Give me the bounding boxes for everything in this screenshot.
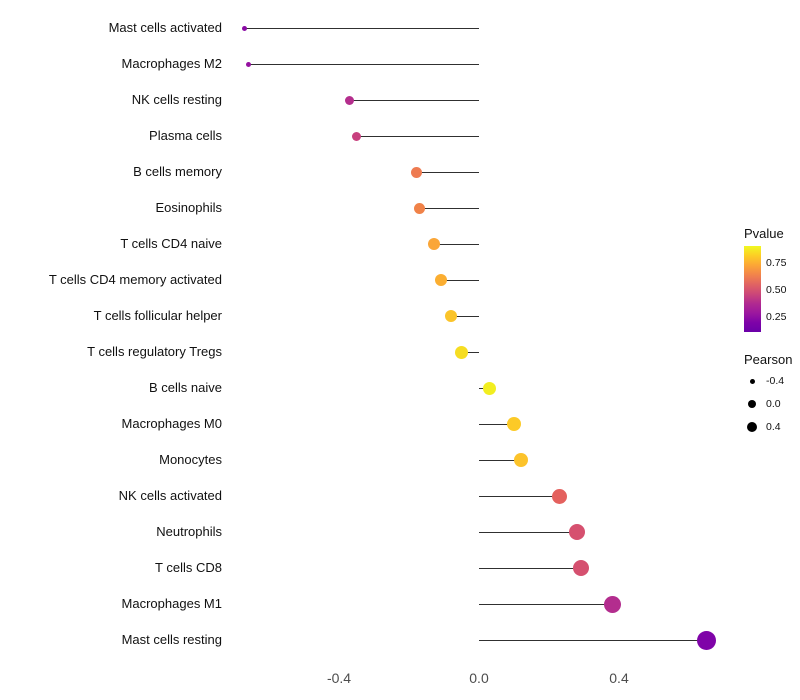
lollipop-dot [414, 202, 425, 214]
lollipop-dot [410, 166, 422, 178]
lollipop-stem [433, 244, 479, 245]
lollipop-stem [244, 28, 479, 29]
lollipop-stem [356, 136, 479, 137]
pvalue-gradient-bar [744, 246, 761, 332]
category-label: Mast cells activated [108, 20, 222, 35]
lollipop-dot [427, 238, 440, 250]
lollipop-stem [451, 316, 479, 317]
pvalue-legend-tick-label: 0.75 [766, 257, 787, 269]
category-label: Neutrophils [156, 524, 222, 539]
pvalue-legend-tick-label: 0.25 [766, 311, 787, 323]
lollipop-stem [479, 496, 560, 497]
lollipop-stem [248, 64, 479, 65]
lollipop-stem [349, 100, 479, 101]
category-label: Monocytes [159, 452, 222, 467]
x-axis-tick-label: -0.4 [326, 670, 352, 686]
lollipop-dot [245, 61, 251, 67]
lollipop-stem [479, 604, 612, 605]
lollipop-dot [569, 524, 585, 540]
lollipop-stem [416, 172, 479, 173]
pearson-legend-dot [749, 378, 755, 384]
x-axis-tick-label: 0.0 [469, 670, 489, 686]
lollipop-dot [242, 25, 247, 31]
category-label: T cells regulatory Tregs [87, 344, 222, 359]
pearson-legend-dot [748, 400, 756, 408]
category-label: Macrophages M2 [121, 56, 222, 71]
category-label: Mast cells resting [121, 632, 222, 647]
lollipop-dot [445, 310, 457, 322]
lollipop-stem [479, 532, 577, 533]
pearson-legend-item-label: 0.4 [766, 421, 781, 433]
category-label: NK cells activated [118, 488, 222, 503]
category-label: T cells follicular helper [93, 308, 222, 323]
lollipop-dot [483, 381, 496, 395]
category-label: T cells CD4 naive [120, 236, 222, 251]
lollipop-dot [345, 95, 354, 105]
lollipop-stem [419, 208, 479, 209]
lollipop-dot [507, 417, 521, 431]
lollipop-dot [552, 488, 567, 504]
category-label: T cells CD8 [155, 560, 222, 575]
category-label: Plasma cells [149, 128, 222, 143]
pvalue-legend-title: Pvalue [744, 226, 784, 241]
lollipop-dot [514, 453, 528, 467]
lollipop-stem [479, 568, 581, 569]
lollipop-dot [572, 560, 589, 576]
category-label: NK cells resting [131, 92, 222, 107]
category-label: B cells memory [133, 164, 222, 179]
lollipop-stem [479, 640, 707, 641]
lollipop-stem [440, 280, 479, 281]
lollipop-dot [455, 345, 468, 359]
pvalue-legend-tick-label: 0.50 [766, 284, 787, 296]
pearson-legend-title: Pearson [744, 352, 793, 367]
lollipop-dot [434, 274, 447, 286]
lollipop-dot [697, 630, 716, 650]
category-label: B cells naive [149, 380, 222, 395]
category-label: Eosinophils [155, 200, 223, 215]
lollipop-dot [603, 595, 621, 613]
category-label: Macrophages M0 [121, 416, 222, 431]
pearson-legend-item-label: -0.4 [766, 375, 785, 387]
pearson-legend-item-label: 0.0 [766, 398, 781, 410]
pearson-legend-dot [747, 422, 757, 432]
lollipop-dot [352, 131, 361, 141]
x-axis-tick-label: 0.4 [609, 670, 629, 686]
category-label: T cells CD4 memory activated [48, 272, 222, 287]
lollipop-stem [479, 424, 514, 425]
lollipop-stem [461, 352, 479, 353]
category-label: Macrophages M1 [121, 596, 222, 611]
lollipop-stem [479, 460, 521, 461]
